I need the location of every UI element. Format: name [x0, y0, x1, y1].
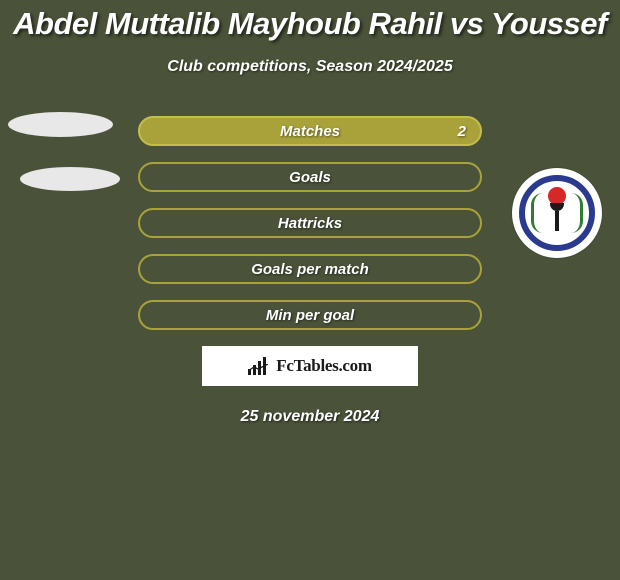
right-player-badge	[512, 168, 602, 258]
stat-value: 2	[458, 123, 466, 140]
stat-row-goals-per-match: Goals per match	[138, 254, 482, 284]
stat-label: Min per goal	[266, 307, 354, 324]
stat-label: Hattricks	[278, 215, 342, 232]
torch-cup-icon	[550, 203, 564, 211]
stat-row-hattricks: Hattricks	[138, 208, 482, 238]
stat-row-matches: Matches 2	[138, 116, 482, 146]
stats-bars: Matches 2 Goals Hattricks Goals per matc…	[138, 116, 482, 330]
badge-ring	[519, 175, 595, 251]
stat-label: Goals	[289, 169, 331, 186]
stat-label: Goals per match	[251, 261, 369, 278]
brand-box: FcTables.com	[202, 346, 418, 386]
laurel-left-icon	[531, 193, 543, 233]
stat-label: Matches	[280, 123, 340, 140]
torch-handle-icon	[555, 211, 559, 231]
stats-area: Matches 2 Goals Hattricks Goals per matc…	[0, 116, 620, 426]
footer-date: 25 november 2024	[0, 408, 620, 426]
left-player-avatar	[8, 112, 120, 221]
brand-chart-icon	[248, 357, 270, 375]
avatar-ellipse	[8, 112, 113, 137]
torch-icon	[547, 193, 567, 233]
page-subtitle: Club competitions, Season 2024/2025	[0, 58, 620, 76]
laurel-right-icon	[571, 193, 583, 233]
badge-outer	[512, 168, 602, 258]
brand-text: FcTables.com	[276, 356, 371, 376]
stat-row-goals: Goals	[138, 162, 482, 192]
stat-row-min-per-goal: Min per goal	[138, 300, 482, 330]
page-title: Abdel Muttalib Mayhoub Rahil vs Youssef	[0, 0, 620, 42]
avatar-ellipse	[20, 167, 120, 191]
brand-bars-icon	[248, 357, 266, 375]
